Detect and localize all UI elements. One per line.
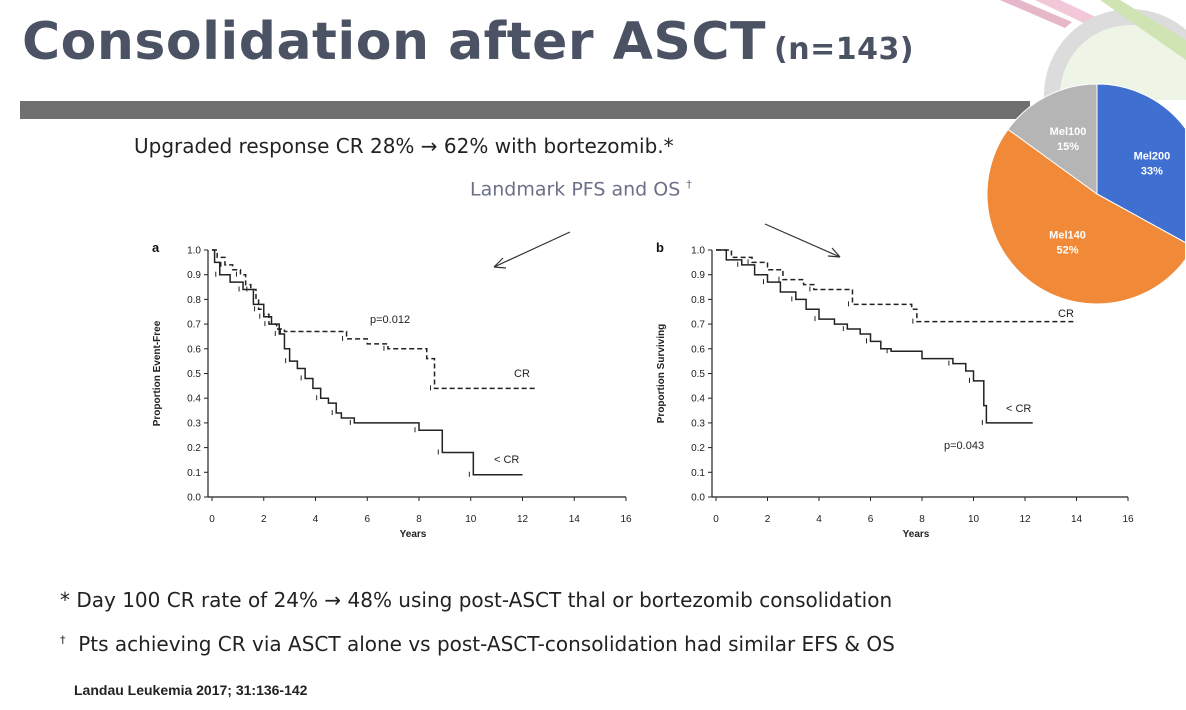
pie-value-label: 33% bbox=[1141, 166, 1163, 178]
pie-slice-mel200 bbox=[1096, 83, 1185, 243]
footnote-landmark: † Pts achieving CR via ASCT alone vs pos… bbox=[60, 632, 895, 656]
title-text: Consolidation after ASCT bbox=[22, 12, 766, 72]
y-tick-label: 0.9 bbox=[691, 270, 705, 281]
pie-value-label: 52% bbox=[1057, 244, 1079, 256]
y-tick-label: 0.6 bbox=[691, 344, 705, 355]
x-tick-label: 2 bbox=[765, 514, 771, 525]
y-tick-label: 0.3 bbox=[187, 418, 201, 429]
y-tick-label: 0.8 bbox=[691, 295, 705, 306]
km-curve-lt-cr bbox=[212, 249, 523, 476]
x-tick-label: 8 bbox=[919, 514, 925, 525]
x-tick-label: 8 bbox=[416, 514, 422, 525]
x-tick-label: 16 bbox=[1122, 514, 1134, 525]
landmark-dagger: † bbox=[686, 178, 692, 191]
x-tick-label: 6 bbox=[868, 514, 874, 525]
x-tick-label: 14 bbox=[1071, 514, 1083, 525]
x-axis-label: Years bbox=[400, 529, 427, 540]
y-axis-label: Proportion Event-Free bbox=[152, 320, 163, 426]
footnote-day100: * Day 100 CR rate of 24% → 48% using pos… bbox=[60, 588, 893, 612]
pointer-arrows bbox=[493, 223, 841, 269]
y-tick-label: 0.4 bbox=[691, 394, 705, 405]
x-tick-label: 16 bbox=[620, 514, 632, 525]
x-axis-label: Years bbox=[903, 529, 930, 540]
x-tick-label: 10 bbox=[968, 514, 980, 525]
landmark-label: Landmark PFS and OS bbox=[470, 178, 681, 201]
y-tick-label: 1.0 bbox=[691, 246, 705, 257]
km-panel-b: b 0.0 0.1 0.2 0.3 0.4 0.5 0.6 0.7 0.8 0.9 1.0 0 2 4 6 8 1… bbox=[656, 240, 1134, 540]
y-tick-label: 0.0 bbox=[691, 493, 705, 504]
y-tick-label: 0.4 bbox=[187, 394, 201, 405]
x-tick-label: 0 bbox=[713, 514, 719, 525]
pie-label: Mel100 bbox=[1050, 126, 1087, 138]
y-tick-label: 0.0 bbox=[187, 493, 201, 504]
y-tick-label: 1.0 bbox=[187, 246, 201, 257]
km-curve-lt-cr bbox=[716, 249, 1033, 424]
y-tick-label: 0.5 bbox=[187, 369, 201, 380]
pie-label: Mel200 bbox=[1134, 151, 1171, 163]
arrow-to-panel-b bbox=[764, 223, 841, 258]
y-tick-label: 0.9 bbox=[187, 270, 201, 281]
y-tick-label: 0.8 bbox=[187, 295, 201, 306]
footnote-dagger: † bbox=[60, 633, 66, 647]
y-axis-label: Proportion Surviving bbox=[656, 324, 667, 423]
pie-label: Mel140 bbox=[1049, 229, 1086, 241]
panel-letter: b bbox=[656, 240, 664, 255]
y-tick-label: 0.1 bbox=[187, 468, 201, 479]
title-rule bbox=[20, 101, 1030, 119]
panel-letter: a bbox=[152, 240, 160, 255]
x-tick-label: 10 bbox=[465, 514, 477, 525]
x-tick-label: 2 bbox=[261, 514, 267, 525]
y-tick-label: 0.5 bbox=[691, 369, 705, 380]
pie-slice-mel100 bbox=[1007, 83, 1098, 195]
title-n-label: (n=143) bbox=[774, 32, 915, 67]
y-tick-label: 0.2 bbox=[187, 443, 201, 454]
melphalan-pie-chart: Mel200 33% Mel140 52% Mel100 15% bbox=[986, 83, 1185, 304]
series-label: CR bbox=[514, 368, 530, 380]
y-tick-label: 0.7 bbox=[187, 320, 201, 331]
citation: Landau Leukemia 2017; 31:136-142 bbox=[74, 682, 308, 698]
p-value-label: p=0.012 bbox=[370, 314, 410, 326]
landmark-text: Landmark PFS and OS † bbox=[470, 178, 692, 200]
decorative-swoosh bbox=[1000, 0, 1186, 100]
y-tick-label: 0.1 bbox=[691, 468, 705, 479]
slide-title: Consolidation after ASCT (n=143) bbox=[22, 12, 914, 72]
x-tick-label: 4 bbox=[816, 514, 822, 525]
y-tick-label: 0.3 bbox=[691, 418, 705, 429]
arrowhead-a bbox=[493, 257, 507, 269]
km-panel-a: a 0.0 0.1 0.2 0.3 0.4 0.5 0.6 0.7 0.8 0.9 1.0 0 2 4 6 8 1… bbox=[152, 240, 632, 540]
y-tick-label: 0.6 bbox=[187, 344, 201, 355]
arrow-to-panel-a bbox=[493, 231, 571, 268]
p-value-label: p=0.043 bbox=[944, 440, 984, 452]
x-tick-label: 4 bbox=[313, 514, 319, 525]
x-tick-label: 14 bbox=[569, 514, 581, 525]
series-label: CR bbox=[1058, 308, 1074, 320]
upgraded-response-text: Upgraded response CR 28% → 62% with bort… bbox=[134, 134, 674, 158]
x-tick-label: 12 bbox=[517, 514, 529, 525]
arrowhead-b bbox=[827, 247, 841, 258]
series-label: < CR bbox=[1006, 403, 1031, 415]
series-label: < CR bbox=[494, 454, 519, 466]
x-tick-label: 12 bbox=[1019, 514, 1031, 525]
x-tick-label: 0 bbox=[209, 514, 215, 525]
y-tick-label: 0.7 bbox=[691, 320, 705, 331]
pie-value-label: 15% bbox=[1057, 141, 1079, 153]
pie-slice-mel140 bbox=[986, 128, 1185, 304]
km-curve-cr bbox=[716, 249, 1077, 323]
y-tick-label: 0.2 bbox=[691, 443, 705, 454]
footnote-landmark-text: Pts achieving CR via ASCT alone vs post-… bbox=[78, 632, 895, 656]
x-tick-label: 6 bbox=[364, 514, 370, 525]
